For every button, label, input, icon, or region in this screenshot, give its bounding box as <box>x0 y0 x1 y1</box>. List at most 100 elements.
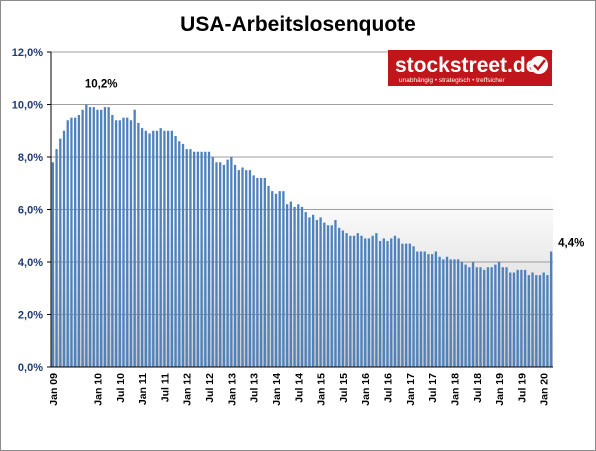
bar <box>222 164 226 367</box>
x-tick-label: Jul 17 <box>427 373 439 403</box>
bar <box>338 227 341 367</box>
bar <box>442 259 445 367</box>
bar <box>408 243 411 367</box>
x-tick-label: Jan 15 <box>316 373 328 406</box>
bar <box>282 191 285 367</box>
bar <box>263 178 266 367</box>
bar <box>159 128 162 367</box>
bar <box>129 120 133 367</box>
bar <box>252 175 255 367</box>
bar <box>423 251 426 367</box>
bar <box>293 206 296 367</box>
bar <box>457 259 460 367</box>
bar <box>185 149 188 367</box>
bar <box>416 251 419 367</box>
check-badge-icon <box>530 56 548 74</box>
x-tick-label: Jul 16 <box>383 373 395 403</box>
bar <box>531 272 534 367</box>
y-tick-label: 0,0% <box>18 362 43 374</box>
bar <box>178 141 181 367</box>
bar <box>453 259 456 367</box>
bar <box>386 241 389 367</box>
x-tick-label: Jul 15 <box>338 373 350 403</box>
axes <box>50 52 553 368</box>
bar <box>516 269 519 367</box>
x-tick-label: Jan 19 <box>494 373 506 406</box>
bar <box>114 120 118 367</box>
bar <box>319 217 322 367</box>
bar <box>360 235 363 367</box>
y-tick-label: 6,0% <box>18 205 43 217</box>
bar <box>245 170 248 367</box>
bar <box>479 267 482 367</box>
bar <box>527 275 530 367</box>
bar <box>449 259 452 367</box>
bar <box>170 130 174 367</box>
bar <box>196 151 200 367</box>
x-tick-label: Jan 16 <box>360 373 372 406</box>
bar <box>393 235 397 367</box>
bar <box>233 164 237 367</box>
x-tick-label: Jan 11 <box>137 373 149 405</box>
logo-background <box>388 50 552 86</box>
bar <box>323 222 326 367</box>
x-tick-label: Jan 09 <box>48 373 60 406</box>
bar <box>259 178 263 367</box>
bar <box>546 275 549 367</box>
bar <box>133 109 136 367</box>
bar <box>490 267 493 367</box>
bar <box>215 162 218 367</box>
bar <box>349 235 352 367</box>
bar <box>308 217 311 367</box>
bar <box>464 264 467 367</box>
x-tick-label: Jul 12 <box>204 373 216 403</box>
bar <box>371 235 374 367</box>
bar <box>334 220 337 367</box>
chart-title: USA-Arbeitslosenquote <box>180 13 416 36</box>
bar <box>549 251 553 367</box>
bar <box>237 170 240 367</box>
x-tick-label: Jul 19 <box>516 373 528 403</box>
bar <box>189 149 192 367</box>
bar <box>304 212 307 367</box>
bar <box>103 107 107 367</box>
bar <box>297 204 300 367</box>
annotation-label: 10,2% <box>85 78 118 90</box>
bar <box>211 157 214 367</box>
bar <box>100 109 103 367</box>
bar <box>535 275 538 367</box>
bar <box>505 267 508 367</box>
logo-tagline: unabhängig • strategisch • treffsicher <box>399 77 505 84</box>
bar <box>274 193 278 367</box>
bar <box>483 269 486 367</box>
bar <box>501 267 504 367</box>
bar <box>77 115 81 367</box>
bar <box>367 238 371 367</box>
bar <box>438 256 441 367</box>
bar <box>174 136 177 367</box>
bar <box>122 117 125 367</box>
bar <box>118 120 121 367</box>
bar <box>460 262 464 367</box>
bar <box>126 117 129 367</box>
bar <box>520 269 523 367</box>
bar <box>51 162 55 367</box>
x-tick-label: Jan 18 <box>449 373 461 406</box>
bar <box>278 191 281 367</box>
x-tick-label: Jul 18 <box>472 373 484 403</box>
bar <box>166 130 170 367</box>
bar <box>378 241 382 367</box>
bar <box>92 107 95 367</box>
bar <box>419 251 423 367</box>
bar <box>148 133 151 367</box>
bar <box>397 238 400 367</box>
bar <box>155 130 159 367</box>
checkmark-icon <box>533 59 546 71</box>
bar <box>59 138 62 367</box>
bar <box>204 151 207 367</box>
bar <box>430 254 434 367</box>
bar <box>107 107 110 367</box>
x-tick-label: Jan 13 <box>226 373 238 406</box>
bar <box>181 143 185 367</box>
